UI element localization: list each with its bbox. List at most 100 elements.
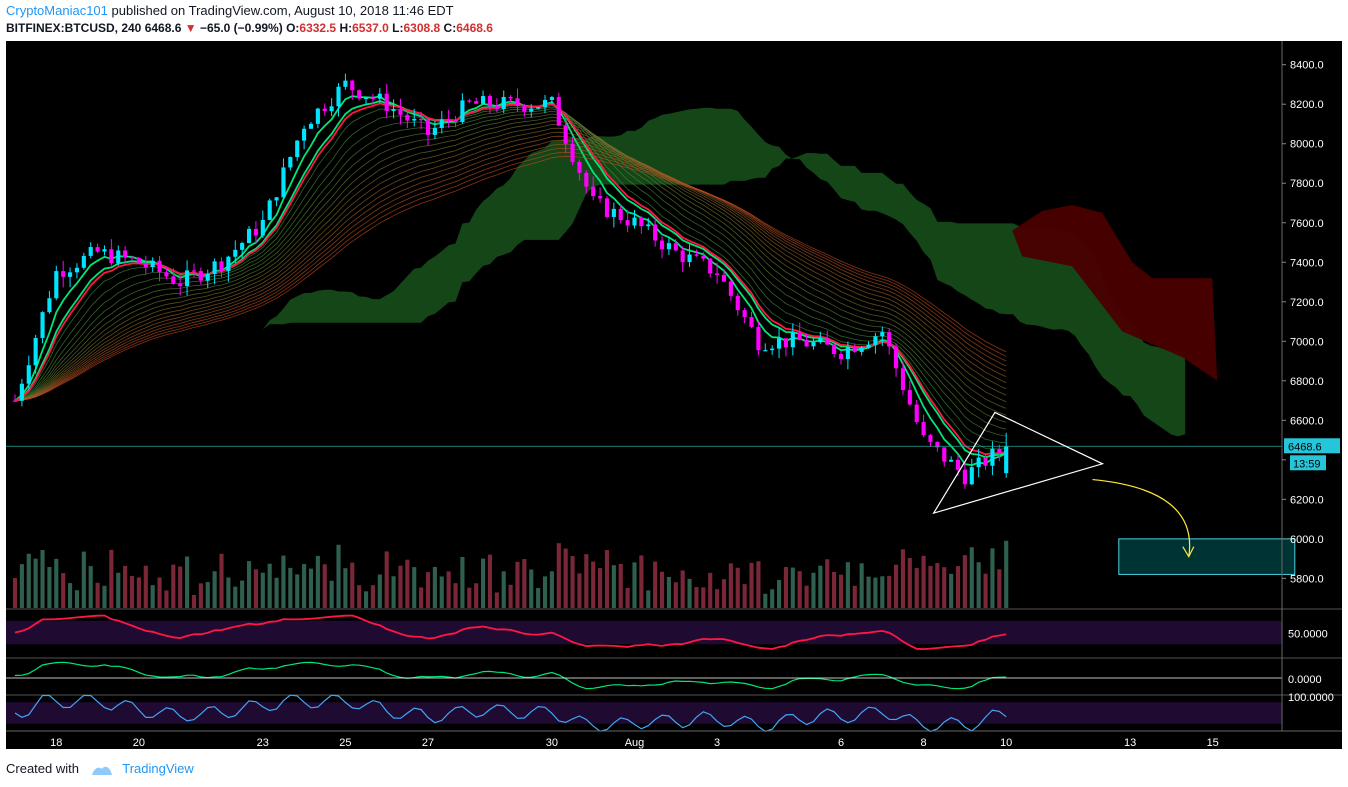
high-value: 6537.0: [352, 21, 389, 35]
volume-bar: [74, 590, 80, 608]
volume-bar: [336, 544, 341, 608]
candle-body: [68, 272, 73, 277]
volume-bar: [377, 574, 382, 608]
volume-bar: [708, 572, 713, 608]
volume-bar: [240, 580, 245, 608]
volume-bar: [584, 554, 589, 608]
volume-bar: [873, 577, 878, 608]
volume-bar: [653, 561, 658, 608]
volume-bar: [315, 555, 320, 608]
candle-body: [157, 260, 162, 273]
volume-bar: [501, 571, 506, 608]
candle-body: [419, 118, 424, 121]
volume-bar: [894, 564, 899, 608]
candle-body: [191, 270, 197, 272]
volume-bar: [47, 567, 52, 608]
volume-bar: [969, 547, 974, 608]
volume-bar: [246, 561, 252, 608]
candle-body: [377, 93, 382, 99]
low-label: L:: [392, 21, 404, 35]
candle-body: [742, 310, 747, 318]
volume-bar: [715, 589, 720, 608]
candle-body: [295, 140, 300, 158]
last-price-tag-text: 6468.6: [1288, 441, 1322, 453]
volume-bar: [446, 571, 451, 608]
close-value: 6468.6: [456, 21, 493, 35]
volume-bar: [990, 548, 995, 608]
volume-bar: [26, 553, 31, 608]
candle-body: [584, 172, 589, 187]
volume-bar: [563, 548, 568, 608]
volume-bar: [109, 549, 114, 608]
candle-body: [357, 90, 362, 99]
created-with-text: Created with: [6, 761, 79, 776]
candle-body: [598, 196, 603, 199]
candle-body: [136, 257, 141, 264]
annotations: [6, 411, 1296, 575]
candle-body: [315, 108, 320, 124]
candle-body: [487, 96, 493, 107]
volume-bar: [81, 551, 86, 608]
candle-body: [47, 298, 52, 313]
candle-body: [171, 276, 176, 284]
price-tick-label: 6800.0: [1290, 376, 1324, 388]
candle-body: [659, 240, 665, 250]
candle-body: [825, 338, 830, 345]
volume-bar: [129, 576, 135, 608]
volume-bar: [136, 577, 141, 608]
volume-bar: [962, 555, 967, 608]
candle-body: [74, 267, 80, 273]
candle-body: [253, 228, 258, 236]
candle-body: [150, 260, 155, 268]
price-chart[interactable]: 50.0000 0.0000 100.0000 5800.0 6000.0 6200.0…: [6, 41, 1342, 749]
author-link[interactable]: CryptoManiac101: [6, 3, 108, 18]
volume-bar: [260, 572, 265, 608]
candle-body: [246, 228, 252, 244]
price-tick-label: 7400.0: [1290, 257, 1324, 269]
volume-bar: [687, 578, 692, 608]
pane-band: [6, 620, 1282, 645]
volume-bar: [845, 562, 850, 608]
candle-body: [549, 97, 554, 100]
volume-bar: [735, 567, 740, 608]
price-tick-label: 6600.0: [1290, 415, 1324, 427]
indicator-tick-label: 50.0000: [1288, 628, 1328, 640]
candle-body: [818, 338, 823, 343]
volume-bar: [467, 587, 472, 608]
candle-body: [756, 326, 761, 351]
volume-bar: [150, 585, 155, 608]
volume-bar: [825, 559, 830, 608]
candle-body: [129, 257, 135, 259]
candle-body: [894, 346, 899, 369]
volume-bar: [288, 567, 293, 608]
candle-body: [350, 80, 355, 91]
candle-body: [880, 332, 885, 337]
volume-bar: [797, 571, 802, 608]
volume-bar: [116, 572, 121, 608]
time-tick-label: 10: [1000, 737, 1012, 749]
volume-bar: [549, 571, 554, 608]
volume-bar: [308, 568, 314, 608]
candle-body: [721, 274, 727, 282]
volume-bar: [398, 565, 403, 608]
candle-body: [467, 100, 472, 102]
published-text: published on TradingView.com, August 10,…: [111, 3, 454, 18]
volume-bar: [907, 558, 912, 608]
volume-bar: [40, 549, 45, 608]
volume-bar: [949, 573, 954, 608]
volume-bar: [54, 558, 59, 608]
volume-bar: [852, 585, 857, 608]
price-change: −65.0 (−0.99%): [199, 21, 283, 35]
volume-bar: [928, 565, 933, 608]
price-tick-label: 8000.0: [1290, 139, 1324, 151]
candle-body: [226, 256, 231, 272]
tradingview-link[interactable]: TradingView: [122, 761, 194, 776]
countdown-tag-text: 13:59: [1293, 458, 1321, 470]
volume-bars: [12, 540, 1009, 608]
arrow-head-icon: [1182, 546, 1195, 558]
volume-bar: [859, 563, 864, 608]
candle-body: [749, 317, 754, 327]
time-tick-label: 20: [133, 737, 145, 749]
candle-body: [123, 250, 128, 258]
volume-bar: [143, 565, 148, 608]
